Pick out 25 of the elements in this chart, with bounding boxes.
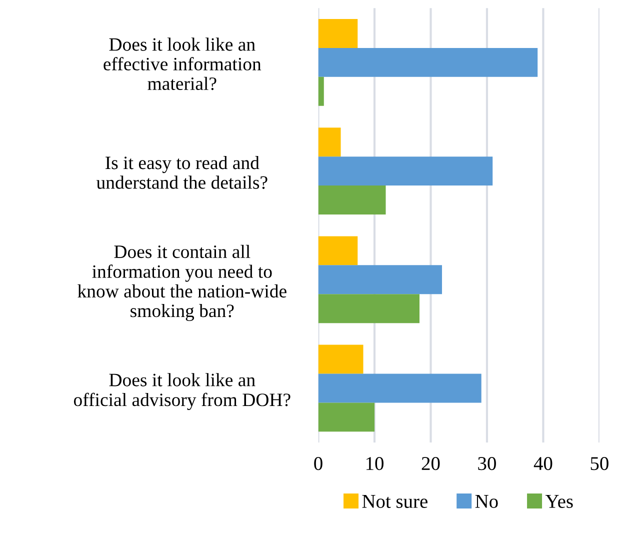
x-tick-label: 40 bbox=[534, 456, 552, 470]
y-tick-label: Does it look like an effective information material? bbox=[104, 38, 262, 90]
x-tick-label: 20 bbox=[422, 456, 440, 470]
bar bbox=[318, 344, 364, 374]
bar bbox=[318, 294, 420, 324]
bar bbox=[318, 402, 375, 432]
x-tick-label: 50 bbox=[590, 456, 608, 470]
legend-label: Not sure bbox=[362, 495, 428, 508]
bar bbox=[318, 48, 538, 77]
legend-label: Yes bbox=[545, 495, 573, 508]
y-tick-label: Is it easy to read and understand the details? bbox=[96, 156, 268, 189]
y-tick-label: Does it contain all information you need to know about the nation-wide smoking ban? bbox=[78, 244, 286, 322]
bar bbox=[318, 19, 358, 48]
x-tick-label: 10 bbox=[366, 456, 384, 470]
x-tick-label: 30 bbox=[478, 456, 496, 470]
bar bbox=[318, 76, 324, 106]
bar bbox=[318, 128, 341, 157]
bar bbox=[318, 236, 358, 266]
y-tick-label: Does it look like an official advisory from DOH? bbox=[74, 373, 290, 410]
bar bbox=[318, 265, 442, 294]
legend-label: No bbox=[475, 495, 498, 508]
bar bbox=[318, 156, 493, 186]
bar bbox=[318, 186, 386, 214]
x-tick-label: 0 bbox=[314, 456, 322, 470]
bar bbox=[318, 374, 482, 403]
